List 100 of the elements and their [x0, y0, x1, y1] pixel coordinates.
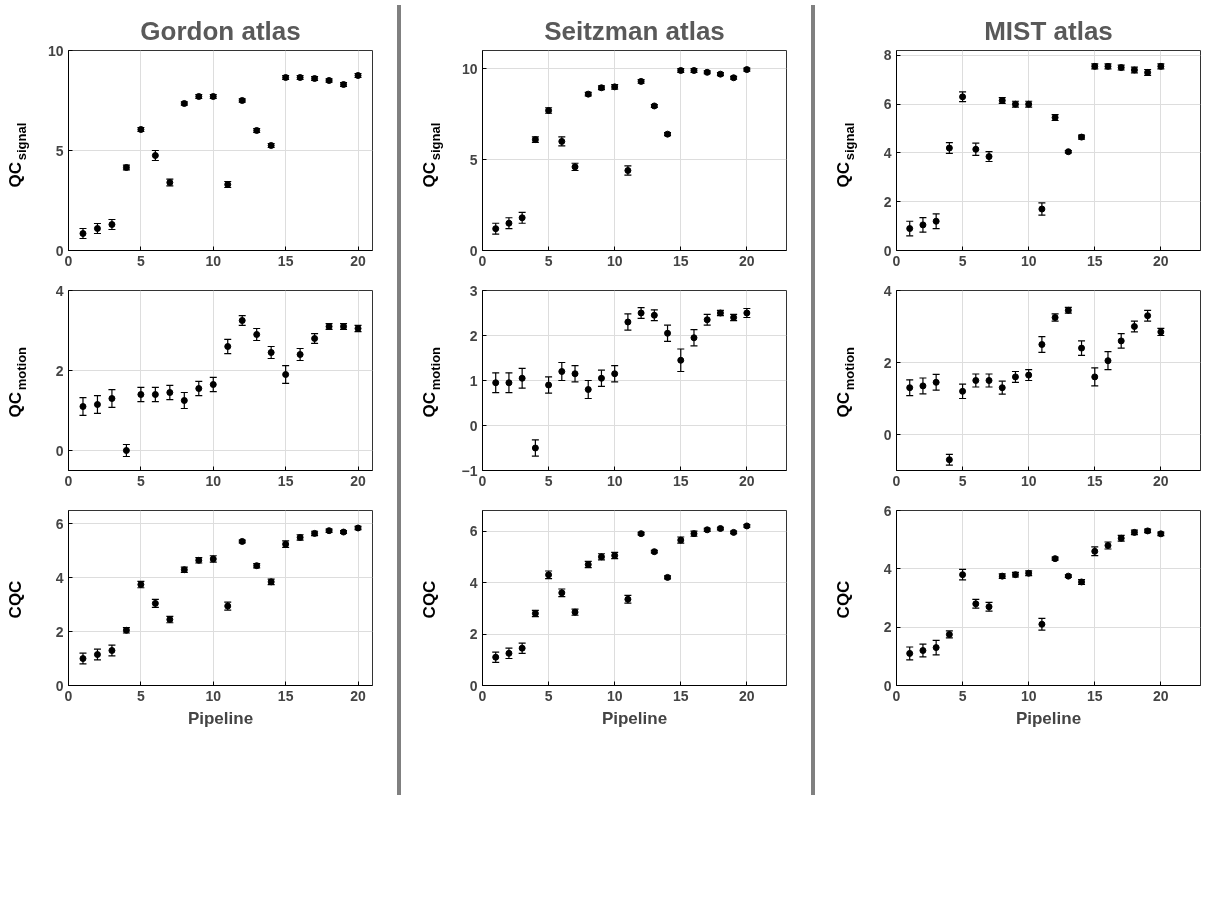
y-tick-label: 4 [469, 574, 478, 591]
y-axis-title: CQC [420, 580, 440, 619]
y-axis-title: QCsignal [834, 122, 858, 188]
x-tick-label: 20 [350, 252, 367, 269]
point [1038, 341, 1046, 348]
y-tick-label: 5 [469, 151, 478, 168]
point [1104, 357, 1112, 365]
y-tick-label: 4 [55, 569, 64, 586]
y-tick-label: −1 [461, 462, 478, 479]
x-tick-label: 10 [606, 472, 623, 489]
y-axis-title: CQC [6, 580, 26, 619]
point [919, 221, 927, 229]
point [224, 343, 232, 350]
x-tick-label: 20 [739, 687, 755, 704]
x-tick-label: 5 [136, 252, 145, 269]
point [906, 225, 914, 233]
point [664, 329, 672, 337]
x-axis-title: Pipeline [601, 708, 668, 728]
point [137, 391, 145, 398]
y-tick-label: 6 [883, 96, 892, 113]
x-tick-label: 10 [1020, 252, 1037, 269]
point [267, 349, 275, 356]
point [545, 381, 553, 389]
chart-title: MIST atlas [984, 15, 1113, 46]
x-tick-label: 5 [544, 252, 553, 269]
y-axis-title: QCmotion [834, 346, 858, 418]
point [1078, 344, 1086, 352]
point [1091, 373, 1099, 381]
point [209, 381, 217, 388]
y-tick-label: 2 [883, 619, 892, 636]
y-tick-label: 4 [883, 560, 892, 577]
point [531, 444, 539, 452]
point [932, 378, 940, 386]
point [985, 377, 993, 384]
x-tick-label: 15 [277, 252, 294, 269]
point [195, 385, 203, 392]
y-tick-label: 6 [469, 523, 478, 540]
point [558, 368, 566, 375]
x-tick-label: 10 [1020, 472, 1037, 489]
point [972, 377, 980, 384]
point [122, 447, 130, 454]
x-tick-label: 5 [958, 252, 967, 269]
point [79, 403, 87, 410]
x-tick-label: 20 [1153, 687, 1169, 704]
chart-title: Gordon atlas [140, 15, 301, 46]
point [253, 331, 261, 338]
x-tick-label: 5 [544, 472, 553, 489]
y-tick-label: 2 [469, 626, 478, 643]
x-tick-label: 15 [1086, 472, 1103, 489]
x-tick-label: 10 [205, 687, 222, 704]
point [624, 318, 632, 326]
y-tick-label: 2 [55, 623, 64, 640]
y-tick-label: 0 [469, 417, 478, 434]
x-tick-label: 20 [1153, 252, 1169, 269]
y-tick-label: 2 [883, 354, 892, 371]
x-tick-label: 20 [350, 687, 367, 704]
x-tick-label: 5 [958, 472, 967, 489]
x-tick-label: 15 [672, 252, 689, 269]
x-tick-label: 15 [1086, 252, 1103, 269]
x-tick-label: 10 [1020, 687, 1037, 704]
point [932, 217, 940, 225]
x-tick-label: 5 [544, 687, 553, 704]
x-tick-label: 10 [205, 252, 222, 269]
y-tick-label: 10 [461, 60, 478, 77]
x-tick-label: 15 [277, 472, 294, 489]
x-tick-label: 20 [739, 472, 755, 489]
point [505, 379, 513, 387]
point [93, 401, 101, 408]
y-axis-title: QCmotion [6, 346, 30, 418]
x-tick-label: 20 [739, 252, 755, 269]
x-tick-label: 15 [277, 687, 294, 704]
point [959, 387, 967, 395]
point [296, 351, 304, 358]
point [180, 397, 188, 404]
x-tick-label: 5 [958, 687, 967, 704]
y-tick-label: 10 [47, 42, 64, 59]
point [906, 384, 914, 392]
y-axis-title: QCsignal [420, 122, 444, 188]
point [998, 384, 1006, 392]
point [108, 395, 116, 402]
x-tick-label: 20 [1153, 472, 1169, 489]
y-tick-label: 2 [469, 327, 478, 344]
x-axis-title: Pipeline [1015, 708, 1082, 728]
x-tick-label: 10 [205, 472, 222, 489]
y-tick-label: 4 [55, 282, 64, 299]
point [919, 647, 927, 654]
x-tick-label: 5 [136, 472, 145, 489]
y-tick-label: 1 [469, 372, 478, 389]
y-tick-label: 3 [469, 282, 478, 299]
point [518, 374, 526, 382]
point [690, 334, 698, 342]
point [166, 389, 174, 396]
point [906, 649, 914, 657]
point [611, 370, 619, 378]
y-tick-label: 6 [883, 502, 892, 519]
x-tick-label: 10 [606, 252, 623, 269]
y-axis-title: QCsignal [6, 122, 30, 188]
x-tick-label: 10 [606, 687, 623, 704]
point [1117, 337, 1125, 345]
point [584, 386, 592, 393]
